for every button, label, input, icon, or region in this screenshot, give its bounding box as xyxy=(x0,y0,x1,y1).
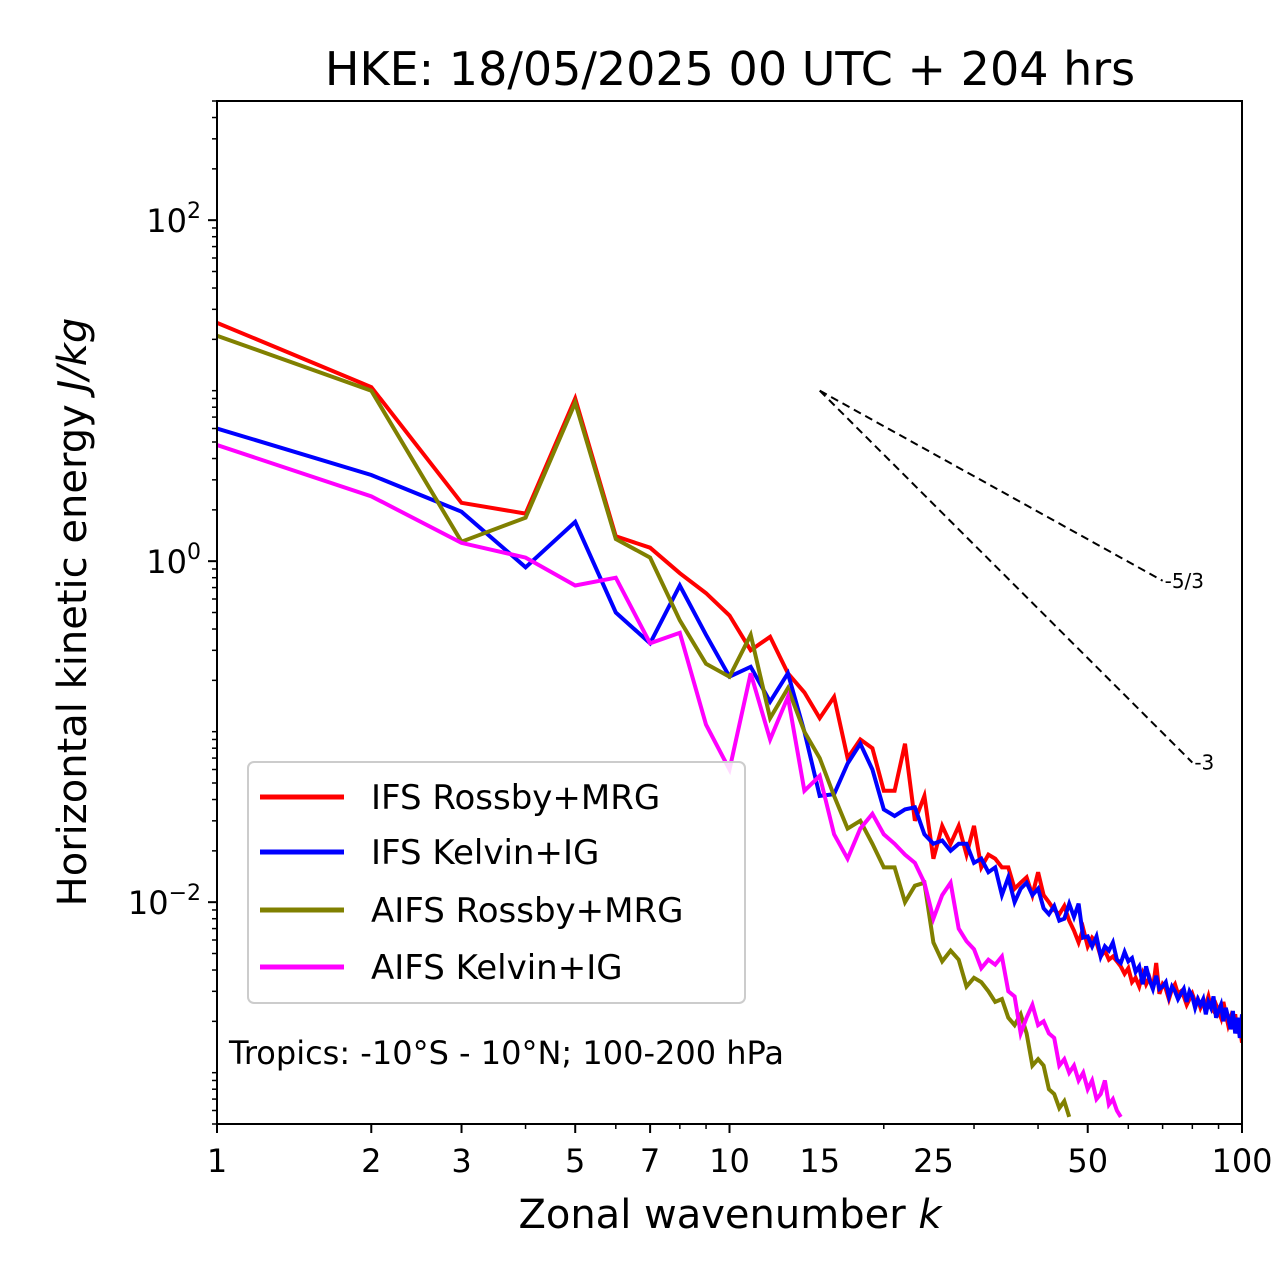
x-tick-label: 2 xyxy=(361,1142,381,1180)
slope-line-0 xyxy=(819,389,1164,582)
x-axis-label-variable: k xyxy=(918,1192,943,1238)
x-tick-label: 5 xyxy=(565,1142,585,1180)
chart-title: HKE: 18/05/2025 00 UTC + 204 hrs xyxy=(325,42,1135,96)
slope-label-0: -5/3 xyxy=(1165,569,1204,593)
y-tick-label: 10−2 xyxy=(128,881,201,922)
x-tick-label: 10 xyxy=(709,1142,750,1180)
reference-slopes: -5/3 -3 xyxy=(819,389,1214,775)
x-axis-label-text: Zonal wavenumber xyxy=(518,1192,918,1238)
x-axis-ticks: 1 2 3 5 7 10 15 25 50 100 xyxy=(207,1124,1273,1180)
plot-area: -5/3 -3 1 2 3 5 7 10 15 25 50 100 10−2 100 102 xyxy=(128,100,1273,1180)
series-line-1 xyxy=(217,426,1242,1039)
legend-label-aifs-rossby: AIFS Rossby+MRG xyxy=(371,891,683,931)
series-line-3 xyxy=(217,443,1123,1118)
legend-label-ifs-kelvin: IFS Kelvin+IG xyxy=(371,833,599,873)
x-tick-label: 25 xyxy=(913,1142,954,1180)
series-layer xyxy=(217,320,1242,1118)
series-line-2 xyxy=(217,333,1072,1118)
slope-line-1 xyxy=(819,389,1194,764)
y-axis-label-unit: J/kg xyxy=(50,318,96,399)
y-tick-label: 100 xyxy=(146,540,201,581)
x-tick-label: 15 xyxy=(799,1142,840,1180)
y-axis-label-text: Horizontal kinetic energy xyxy=(50,392,96,907)
x-tick-label: 100 xyxy=(1211,1142,1272,1180)
legend-label-aifs-kelvin: AIFS Kelvin+IG xyxy=(371,948,623,988)
y-axis-ticks: 10−2 100 102 xyxy=(128,100,217,1125)
y-tick-label: 102 xyxy=(146,199,201,240)
y-axis-label: Horizontal kinetic energy J/kg xyxy=(50,318,96,907)
legend-label-ifs-rossby: IFS Rossby+MRG xyxy=(371,778,660,818)
x-tick-label: 7 xyxy=(640,1142,660,1180)
legend-box xyxy=(247,761,746,1004)
x-tick-label: 50 xyxy=(1067,1142,1108,1180)
slope-label-1: -3 xyxy=(1194,751,1214,775)
x-axis-label: Zonal wavenumber k xyxy=(518,1192,943,1238)
legend: IFS Rossby+MRG IFS Kelvin+IG AIFS Rossby… xyxy=(247,761,746,1004)
x-tick-label: 1 xyxy=(207,1142,227,1180)
x-tick-label: 3 xyxy=(451,1142,471,1180)
region-annotation: Tropics: -10°S - 10°N; 100-200 hPa xyxy=(228,1034,784,1072)
